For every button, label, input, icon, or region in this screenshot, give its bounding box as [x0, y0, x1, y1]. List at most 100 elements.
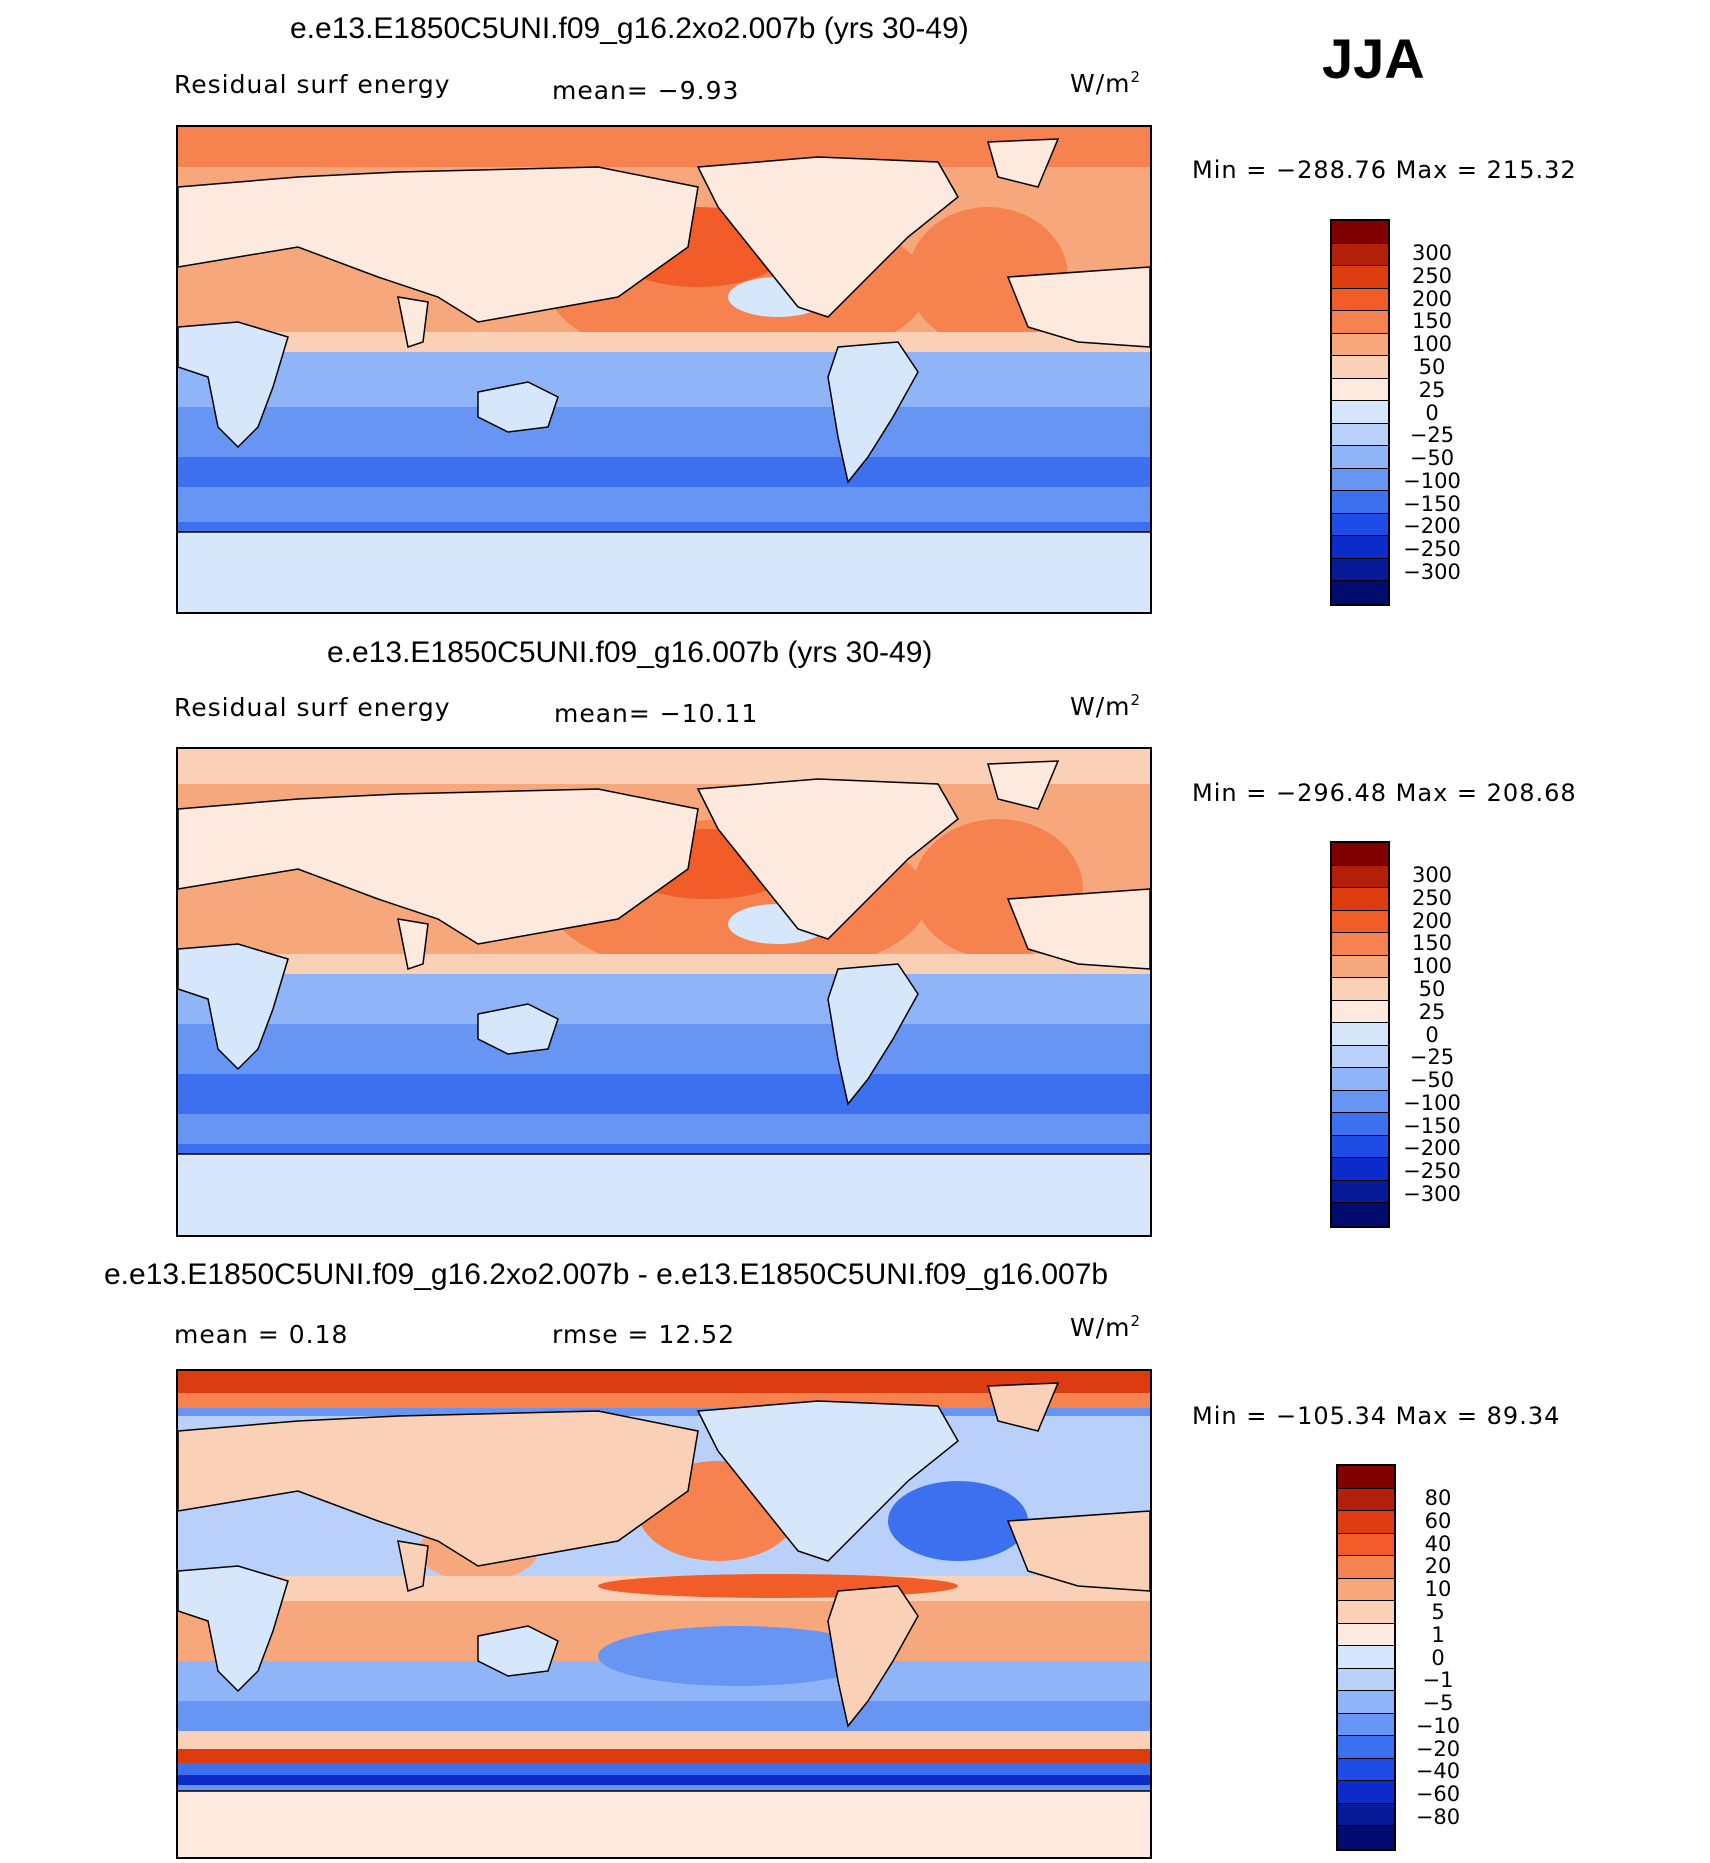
colorbar-swatch [1338, 1713, 1394, 1737]
colorbar-tick-label: 50 [1418, 976, 1446, 1001]
colorbar-swatch [1332, 558, 1388, 582]
panel-2-field-label: Residual surf energy [174, 693, 451, 722]
panel-2-mean: mean= −10.11 [554, 699, 759, 728]
colorbar-tick-label: 250 [1411, 885, 1453, 910]
colorbar-tick-label: 5 [1431, 1599, 1445, 1624]
colorbar-swatch [1332, 978, 1388, 1001]
colorbar-swatch [1332, 955, 1388, 979]
colorbar-swatch [1338, 1488, 1394, 1512]
colorbar-swatch [1332, 1090, 1388, 1114]
panel-1-units: W/m2 [1070, 68, 1142, 98]
colorbar-tick-label: −150 [1403, 491, 1461, 516]
colorbar-tick-label: 0 [1425, 400, 1439, 425]
colorbar-tick-label: −250 [1403, 1159, 1461, 1184]
colorbar-tick-label: −100 [1403, 1090, 1461, 1115]
colorbar-tick-label: −25 [1409, 423, 1455, 448]
panel-3-minmax: Min = −105.34 Max = 89.34 [1192, 1402, 1561, 1430]
colorbar-swatch [1332, 1000, 1388, 1024]
colorbar-swatch [1332, 401, 1388, 424]
colorbar-tick-label: −20 [1415, 1736, 1461, 1761]
colorbar-tick-label: −200 [1403, 514, 1461, 539]
colorbar-tick-label: −150 [1403, 1113, 1461, 1138]
colorbar-tick-label: 200 [1411, 286, 1453, 311]
colorbar-swatch [1332, 468, 1388, 492]
colorbar-tick-label: −300 [1403, 1181, 1461, 1206]
panel-2-colorbar [1330, 841, 1390, 1228]
panel-3-colorbar [1336, 1464, 1396, 1851]
colorbar-tick-label: 1 [1431, 1622, 1445, 1647]
colorbar-swatch [1338, 1556, 1394, 1579]
colorbar-swatch [1338, 1601, 1394, 1624]
colorbar-swatch [1332, 1023, 1388, 1046]
colorbar-swatch [1332, 378, 1388, 402]
colorbar-swatch [1332, 446, 1388, 469]
colorbar-swatch [1338, 1623, 1394, 1647]
colorbar-swatch [1332, 581, 1388, 604]
colorbar-swatch [1338, 1646, 1394, 1669]
colorbar-tick-label: 80 [1424, 1486, 1452, 1511]
colorbar-tick-label: −200 [1403, 1136, 1461, 1161]
colorbar-tick-label: 150 [1411, 931, 1453, 956]
colorbar-tick-label: −300 [1403, 559, 1461, 584]
panel-3-map [176, 1369, 1152, 1859]
colorbar-tick-label: 300 [1411, 241, 1453, 266]
panel-2-map-svg [178, 749, 1150, 1235]
colorbar-swatch [1338, 1758, 1394, 1782]
colorbar-tick-label: −40 [1415, 1759, 1461, 1784]
colorbar-tick-label: 10 [1424, 1577, 1452, 1602]
colorbar-swatch [1332, 1135, 1388, 1159]
colorbar-swatch [1332, 423, 1388, 447]
colorbar-swatch [1338, 1691, 1394, 1714]
panel-1-map [176, 125, 1152, 614]
colorbar-tick-label: 0 [1431, 1645, 1445, 1670]
panel-1-title: e.e13.E1850C5UNI.f09_g16.2xo2.007b (yrs … [290, 12, 969, 45]
colorbar-swatch [1338, 1668, 1394, 1692]
colorbar-tick-label: −80 [1415, 1804, 1461, 1829]
colorbar-swatch [1332, 356, 1388, 379]
colorbar-swatch [1332, 843, 1388, 866]
colorbar-swatch [1332, 311, 1388, 334]
panel-1-field-label: Residual surf energy [174, 70, 451, 99]
colorbar-swatch [1332, 333, 1388, 357]
colorbar-tick-label: 200 [1411, 908, 1453, 933]
colorbar-swatch [1338, 1826, 1394, 1849]
colorbar-swatch [1338, 1578, 1394, 1602]
colorbar-swatch [1338, 1803, 1394, 1827]
colorbar-tick-label: 60 [1424, 1508, 1452, 1533]
colorbar-tick-label: 20 [1424, 1554, 1452, 1579]
colorbar-swatch [1332, 1068, 1388, 1091]
panel-3-units: W/m2 [1070, 1312, 1142, 1342]
panel-2-map [176, 747, 1152, 1237]
panel-1-mean: mean= −9.93 [552, 76, 740, 105]
colorbar-swatch [1332, 865, 1388, 889]
colorbar-tick-label: 40 [1424, 1531, 1452, 1556]
colorbar-tick-label: −5 [1422, 1691, 1454, 1716]
colorbar-tick-label: 50 [1418, 354, 1446, 379]
colorbar-tick-label: 100 [1411, 332, 1453, 357]
colorbar-swatch [1338, 1533, 1394, 1557]
colorbar-tick-label: −1 [1422, 1668, 1454, 1693]
colorbar-swatch [1332, 536, 1388, 559]
colorbar-tick-label: −60 [1415, 1782, 1461, 1807]
colorbar-swatch [1332, 288, 1388, 312]
panel-3-map-svg [178, 1371, 1150, 1857]
colorbar-tick-label: 300 [1411, 863, 1453, 888]
colorbar-swatch [1332, 1180, 1388, 1204]
panel-1-map-svg [178, 127, 1150, 612]
colorbar-swatch [1332, 513, 1388, 537]
colorbar-swatch [1332, 1045, 1388, 1069]
colorbar-swatch [1338, 1736, 1394, 1759]
colorbar-tick-label: 150 [1411, 309, 1453, 334]
colorbar-swatch [1332, 221, 1388, 244]
colorbar-swatch [1332, 1203, 1388, 1226]
colorbar-swatch [1332, 910, 1388, 934]
panel-3-title: e.e13.E1850C5UNI.f09_g16.2xo2.007b - e.e… [104, 1258, 1109, 1291]
colorbar-tick-label: −50 [1409, 1068, 1455, 1093]
colorbar-tick-label: −100 [1403, 468, 1461, 493]
colorbar-tick-label: 100 [1411, 954, 1453, 979]
colorbar-tick-label: −250 [1403, 537, 1461, 562]
colorbar-swatch [1332, 1158, 1388, 1181]
colorbar-swatch [1338, 1511, 1394, 1534]
colorbar-tick-label: −50 [1409, 446, 1455, 471]
panel-2-minmax: Min = −296.48 Max = 208.68 [1192, 779, 1577, 807]
